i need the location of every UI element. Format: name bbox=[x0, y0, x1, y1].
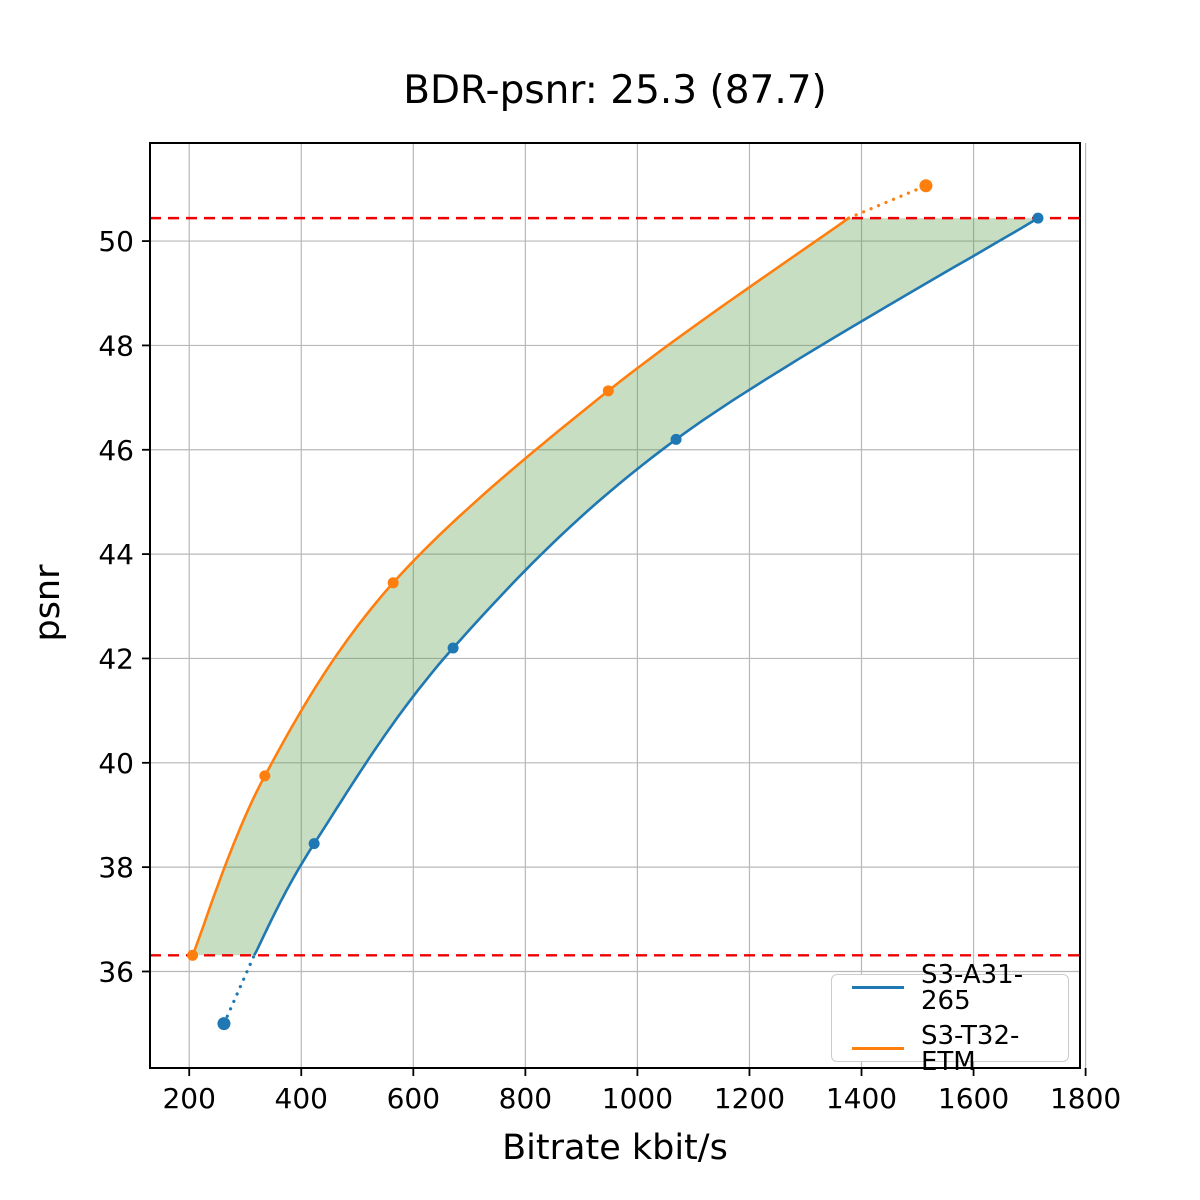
data-point bbox=[670, 433, 682, 445]
x-tick-label: 1400 bbox=[826, 1082, 897, 1115]
x-tick-label: 800 bbox=[499, 1082, 552, 1115]
data-point bbox=[217, 1017, 231, 1031]
y-tick-label: 38 bbox=[98, 851, 134, 884]
x-tick-label: 1200 bbox=[714, 1082, 785, 1115]
x-tick-label: 1000 bbox=[602, 1082, 673, 1115]
y-tick-label: 48 bbox=[98, 329, 134, 362]
data-point bbox=[187, 949, 199, 961]
x-tick-label: 200 bbox=[162, 1082, 215, 1115]
y-tick-label: 42 bbox=[98, 642, 134, 675]
legend-entry: S3-A31-265 bbox=[852, 962, 1068, 1014]
data-point bbox=[602, 385, 614, 397]
legend-box: S3-A31-265 S3-T32-ETM bbox=[831, 962, 1069, 1075]
legend-label: S3-T32-ETM bbox=[921, 1020, 1020, 1077]
y-tick-label: 50 bbox=[98, 225, 134, 258]
series-curve-s3-a31-265 bbox=[253, 216, 1039, 956]
series-dotted-segment bbox=[222, 953, 256, 1026]
legend-label: S3-A31-265 bbox=[921, 959, 1024, 1016]
legend-entry: S3-T32-ETM bbox=[852, 1023, 1068, 1075]
x-tick-label: 600 bbox=[387, 1082, 440, 1115]
data-point bbox=[919, 179, 933, 193]
data-point bbox=[259, 770, 271, 782]
x-tick-label: 1800 bbox=[1050, 1082, 1121, 1115]
axes-spines bbox=[149, 142, 1081, 1069]
y-tick-label: 44 bbox=[98, 538, 134, 571]
y-axis-label: psnr bbox=[28, 564, 68, 642]
x-axis-label: Bitrate kbit/s bbox=[502, 1128, 728, 1168]
data-point bbox=[447, 642, 459, 654]
data-point bbox=[387, 577, 399, 589]
legend-swatch-line bbox=[852, 986, 904, 989]
y-tick-label: 40 bbox=[98, 747, 134, 780]
chart-title: BDR-psnr: 25.3 (87.7) bbox=[403, 68, 827, 113]
fill-between-region bbox=[192, 218, 1039, 956]
y-tick-label: 46 bbox=[98, 434, 134, 467]
series-dotted-segment bbox=[847, 184, 928, 220]
y-tick-label: 36 bbox=[98, 955, 134, 988]
x-tick-label: 1600 bbox=[938, 1082, 1009, 1115]
data-point bbox=[1032, 212, 1044, 224]
legend-swatch-line bbox=[852, 1047, 904, 1050]
x-tick-label: 400 bbox=[275, 1082, 328, 1115]
data-point bbox=[308, 838, 320, 850]
